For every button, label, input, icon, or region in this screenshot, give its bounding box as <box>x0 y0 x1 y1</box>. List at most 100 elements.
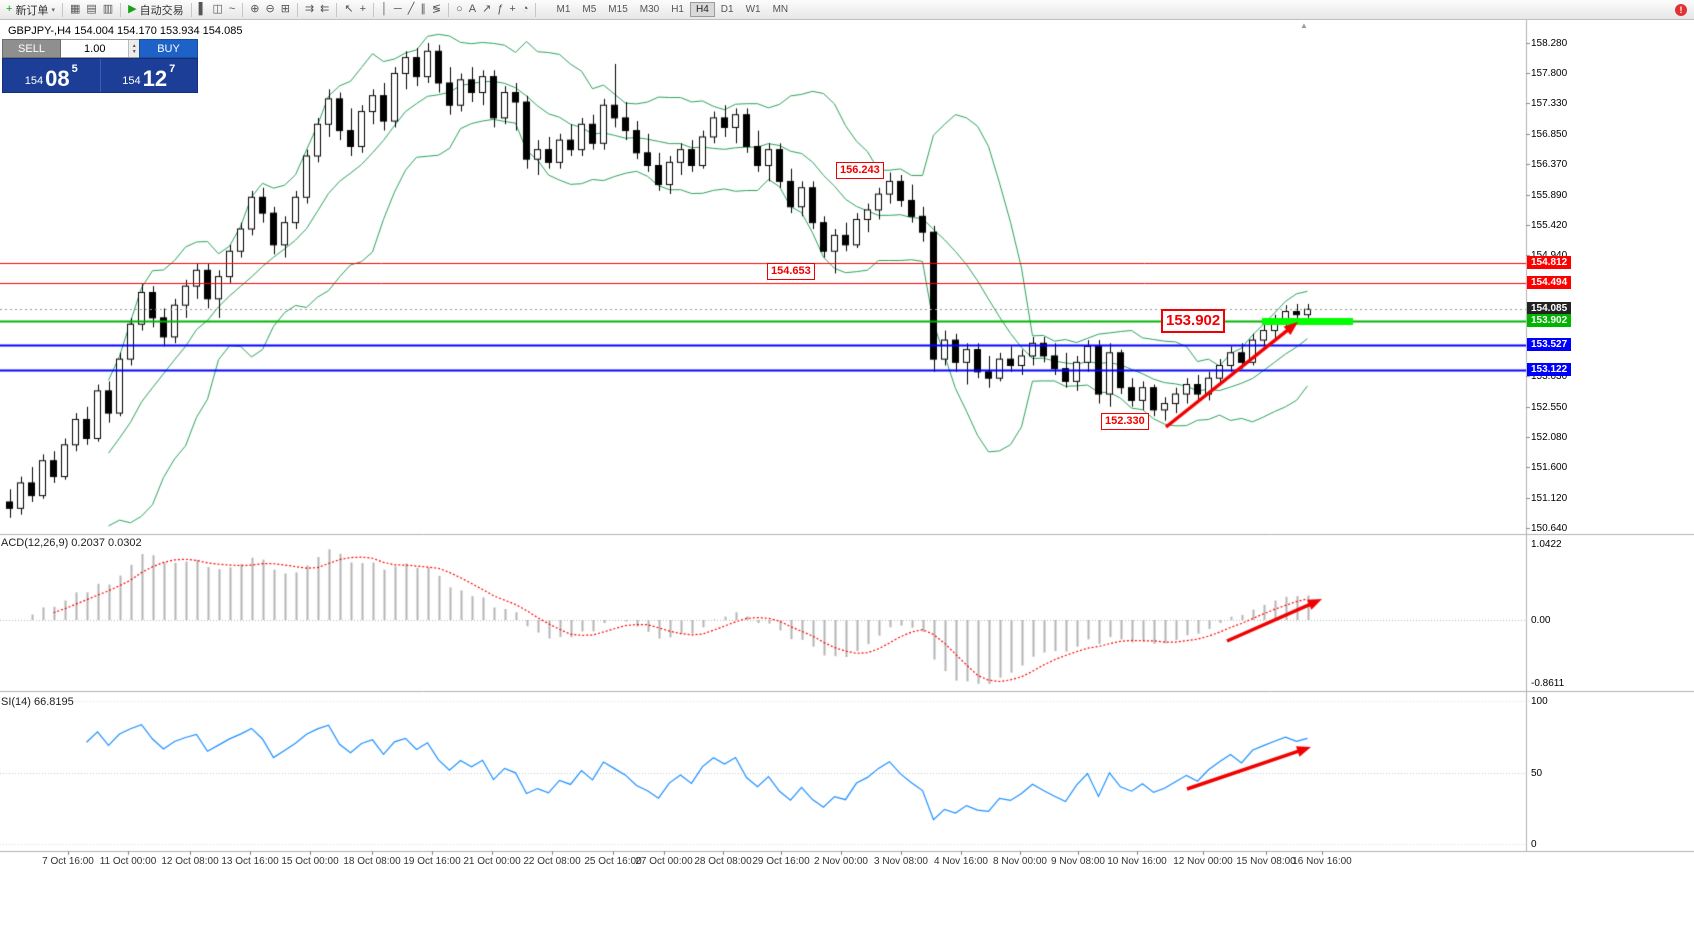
sell-button[interactable]: SELL <box>2 39 61 58</box>
chart-window-button[interactable]: ▦ <box>67 3 83 16</box>
tile-windows-icon: ⊞ <box>280 3 290 15</box>
sell-price[interactable]: 154 08 5 <box>3 59 100 92</box>
timeframe-d1-button[interactable]: D1 <box>715 2 740 17</box>
toolbar-separator <box>242 2 244 17</box>
vertical-line-icon: │ <box>381 3 388 15</box>
text-label-button[interactable]: A <box>466 3 479 16</box>
add-object-icon: + <box>509 3 516 15</box>
period-menu-icon: ◔ <box>521 3 529 15</box>
new-order-label: 新订单 <box>15 4 49 17</box>
trade-prices-row: 154 08 5 154 12 7 <box>2 58 198 93</box>
timeframe-m15-button[interactable]: M15 <box>602 2 633 17</box>
auto-scroll-icon: ⇉ <box>304 3 315 15</box>
volume-spinner[interactable]: ▲ ▼ <box>128 40 139 57</box>
timeframe-m5-button[interactable]: M5 <box>576 2 602 17</box>
chart-shift-icon: ⇇ <box>320 3 330 15</box>
period-menu-button[interactable]: ◔ <box>519 3 532 16</box>
volume-decrease-icon[interactable]: ▼ <box>131 48 137 55</box>
toolbar-separator <box>61 2 63 17</box>
tile-windows-button[interactable]: ⊞ <box>278 3 293 16</box>
toolbar-separator <box>336 2 338 17</box>
toolbar-separator <box>296 2 298 17</box>
line-chart-button[interactable]: ~ <box>226 3 238 16</box>
candlestick-chart-button[interactable]: ◫ <box>209 3 225 16</box>
timeframe-switcher: M1 M5 M15 M30 H1 H4 D1 W1 MN <box>550 2 794 17</box>
cursor-button[interactable]: ↖ <box>341 3 356 16</box>
one-click-trading-panel: SELL ▲ ▼ BUY 154 08 5 154 12 7 <box>2 39 198 93</box>
horizontal-line-icon: ─ <box>393 3 402 15</box>
timeframe-h4-button[interactable]: H4 <box>690 2 715 17</box>
toolbar-separator <box>373 2 375 17</box>
auto-scroll-button[interactable]: ⇉ <box>302 3 317 16</box>
toolbar-separator <box>190 2 192 17</box>
timeframe-mn-button[interactable]: MN <box>767 2 795 17</box>
vertical-line-button[interactable]: │ <box>378 3 391 16</box>
bar-chart-icon: ▌ <box>198 3 207 15</box>
toolbar-right-group: ! <box>1675 3 1691 16</box>
chart-shift-marker[interactable]: ▲ <box>1300 21 1308 30</box>
buy-price-sup: 7 <box>169 63 176 75</box>
alert-icon[interactable]: ! <box>1675 3 1687 16</box>
trendline-icon: ╱ <box>407 3 415 15</box>
data-window-icon: ▥ <box>102 3 114 15</box>
profiles-button[interactable]: ▤ <box>83 3 99 16</box>
cursor-icon: ↖ <box>344 3 354 15</box>
crosshair-icon: + <box>359 3 367 15</box>
volume-stepper[interactable]: ▲ ▼ <box>61 39 139 58</box>
volume-increase-icon[interactable]: ▲ <box>131 42 137 49</box>
chart-symbol-info: GBPJPY-,H4 154.004 154.170 153.934 154.0… <box>8 25 243 37</box>
zoom-out-icon: ⊖ <box>265 3 275 15</box>
timeframe-m30-button[interactable]: M30 <box>634 2 665 17</box>
new-order-button[interactable]: + 新订单 ▾ <box>3 1 58 19</box>
chart-window-icon: ▦ <box>69 3 81 15</box>
indicators-button[interactable]: ƒ <box>494 3 506 16</box>
toolbar-separator <box>535 2 537 17</box>
indicators-icon: ƒ <box>497 3 504 15</box>
bar-chart-button[interactable]: ▌ <box>196 3 210 16</box>
shapes-button[interactable]: ○ <box>453 3 466 16</box>
timeframe-m1-button[interactable]: M1 <box>550 2 576 17</box>
chart-shift-button[interactable]: ⇇ <box>317 3 332 16</box>
new-order-icon: + <box>6 3 13 15</box>
buy-price-big: 12 <box>142 66 168 92</box>
zoom-in-icon: ⊕ <box>250 3 260 15</box>
fibonacci-icon: ≶ <box>431 3 442 15</box>
sell-price-sup: 5 <box>71 63 78 75</box>
auto-trading-icon: ▶ <box>128 3 137 15</box>
trendline-button[interactable]: ╱ <box>405 3 418 16</box>
text-label-icon: A <box>468 3 477 15</box>
buy-button[interactable]: BUY <box>139 39 198 58</box>
add-object-button[interactable]: + <box>506 3 518 16</box>
zoom-out-button[interactable]: ⊖ <box>263 3 278 16</box>
horizontal-line-button[interactable]: ─ <box>391 3 405 16</box>
crosshair-button[interactable]: + <box>357 3 369 16</box>
toolbar: + 新订单 ▾ ▦ ▤ ▥ ▶ 自动交易 ▌ ◫ ~ ⊕ ⊖ ⊞ ⇉ ⇇ ↖ + │ ─ ╱ ∥ ≶ ○ A ↗ ƒ + ◔ M1 M5 M1… <box>0 0 1694 20</box>
macd-indicator-label: ACD(12,26,9) 0.2037 0.0302 <box>1 537 142 549</box>
buy-price[interactable]: 154 12 7 <box>99 59 198 92</box>
fibonacci-button[interactable]: ≶ <box>429 3 444 16</box>
data-window-button[interactable]: ▥ <box>100 3 116 16</box>
toolbar-separator <box>120 2 122 17</box>
channel-icon: ∥ <box>420 3 426 15</box>
trade-controls-row: SELL ▲ ▼ BUY <box>2 39 198 58</box>
shapes-icon: ○ <box>456 3 463 15</box>
sell-price-prefix: 154 <box>24 75 44 87</box>
arrow-tool-button[interactable]: ↗ <box>479 3 494 16</box>
chevron-down-icon: ▾ <box>51 6 55 14</box>
candlestick-chart-icon: ◫ <box>212 3 223 15</box>
arrow-tool-icon: ↗ <box>482 3 492 15</box>
sell-price-big: 08 <box>45 66 70 92</box>
auto-trading-button[interactable]: ▶ 自动交易 <box>125 1 186 19</box>
volume-input[interactable] <box>61 40 129 57</box>
zoom-in-button[interactable]: ⊕ <box>247 3 262 16</box>
channel-button[interactable]: ∥ <box>417 3 429 16</box>
profiles-icon: ▤ <box>86 3 97 15</box>
timeframe-w1-button[interactable]: W1 <box>740 2 767 17</box>
timeframe-h1-button[interactable]: H1 <box>665 2 690 17</box>
rsi-indicator-label: SI(14) 66.8195 <box>1 696 74 708</box>
buy-price-prefix: 154 <box>122 75 141 87</box>
line-chart-icon: ~ <box>228 3 236 15</box>
toolbar-separator <box>448 2 450 17</box>
